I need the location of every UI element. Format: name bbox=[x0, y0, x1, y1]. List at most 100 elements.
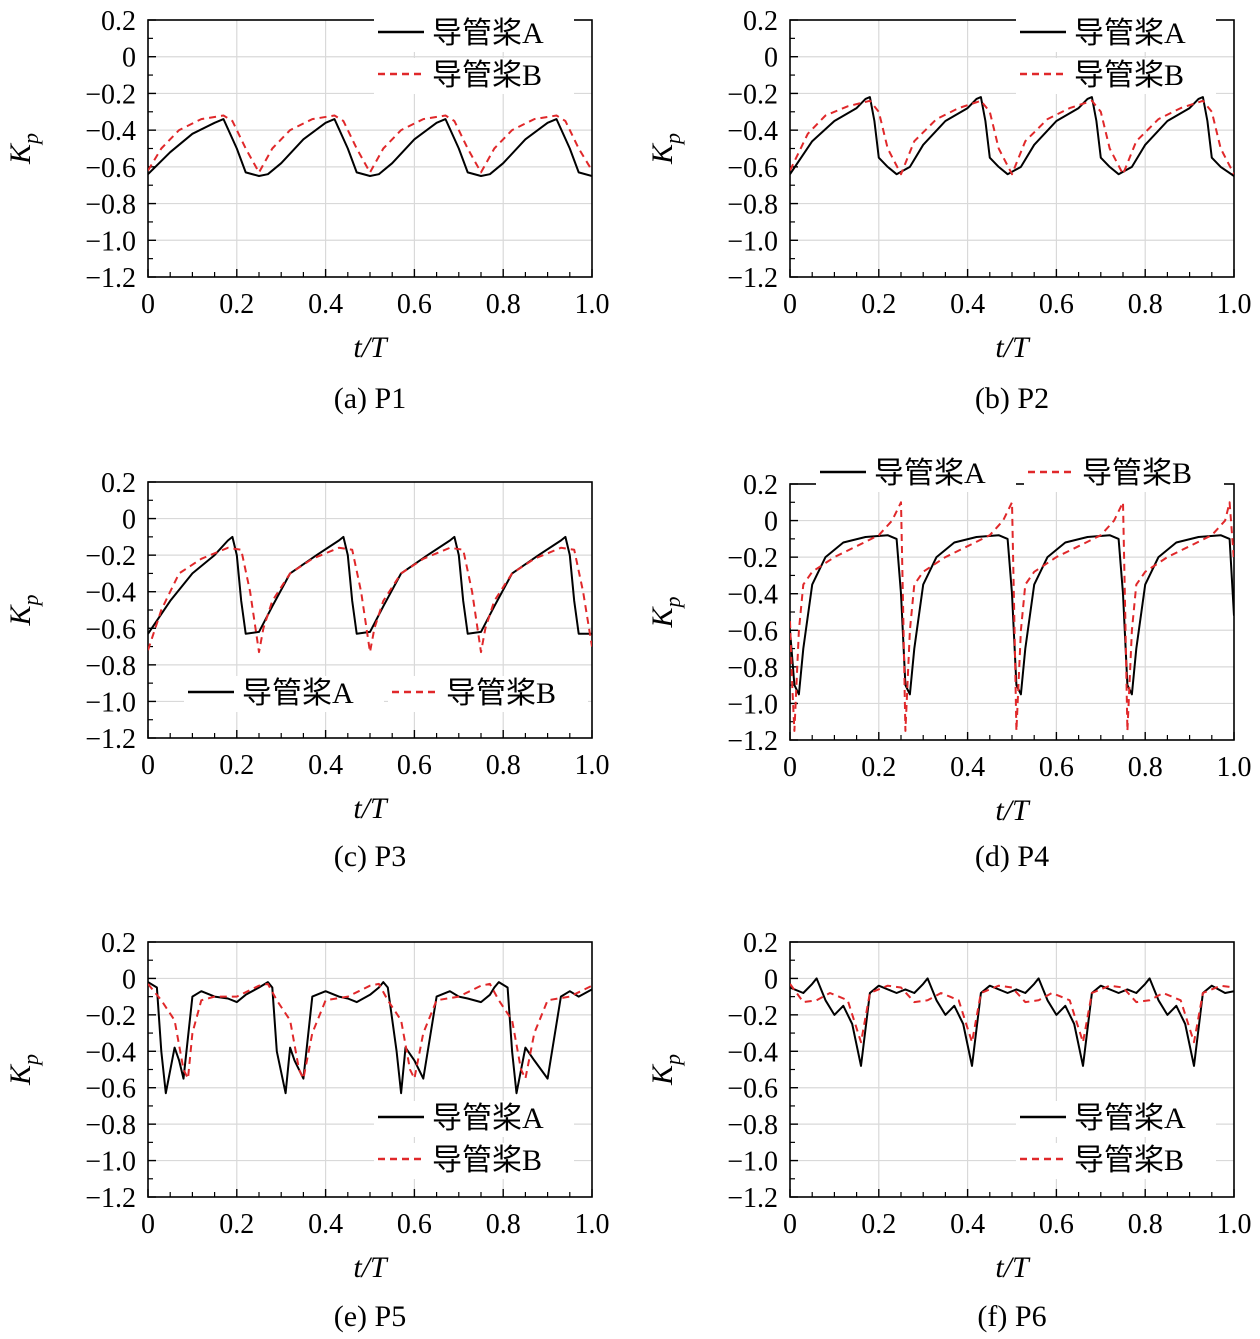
legend-background bbox=[1016, 58, 1216, 94]
y-axis-label: Kp bbox=[646, 596, 685, 628]
y-tick-label: −0.4 bbox=[85, 116, 136, 147]
y-tick-label: −0.6 bbox=[85, 614, 136, 645]
x-tick-label: 0.2 bbox=[861, 1209, 896, 1240]
legend: 导管桨A 导管桨B bbox=[816, 456, 1224, 492]
y-tick-label: −1.2 bbox=[85, 263, 136, 294]
x-axis-label: t/T bbox=[353, 792, 389, 825]
legend-background bbox=[374, 1101, 574, 1137]
chart-panel-2: 0 0.2 0.4 0.6 0.8 1.0 0.2 0 −0.2 −0.4 −0.6 −0.8 −1.0… bbox=[646, 6, 1252, 415]
y-tick-label: −1.0 bbox=[85, 226, 136, 257]
series-line-b bbox=[790, 99, 1234, 176]
x-axis-label: t/T bbox=[995, 331, 1031, 364]
y-tick-label: −1.2 bbox=[85, 724, 136, 755]
series-line-a bbox=[790, 534, 1234, 696]
y-tick-label: −0.4 bbox=[727, 1037, 778, 1068]
x-tick-label: 0.4 bbox=[950, 289, 985, 320]
legend-background bbox=[1016, 1101, 1216, 1137]
legend-background bbox=[184, 676, 384, 712]
legend-label: 导管桨A bbox=[874, 457, 986, 490]
x-axis-label: t/T bbox=[353, 331, 389, 364]
y-tick-label: −1.0 bbox=[727, 689, 778, 720]
y-tick-label: −1.0 bbox=[85, 1147, 136, 1178]
y-tick-label: 0 bbox=[764, 964, 778, 995]
y-tick-label: −0.8 bbox=[727, 190, 778, 221]
x-tick-label: 0.4 bbox=[308, 1209, 343, 1240]
y-tick-label: −1.2 bbox=[727, 726, 778, 757]
chart-panel-4: 0 0.2 0.4 0.6 0.8 1.0 0.2 0 −0.2 −0.4 −0.6 −0.8 −1.0… bbox=[646, 456, 1252, 873]
x-tick-label: 0.4 bbox=[950, 1209, 985, 1240]
x-tick-label: 0.6 bbox=[397, 1209, 432, 1240]
panel-caption: (c) P3 bbox=[334, 840, 406, 873]
y-axis-label: Kp bbox=[4, 133, 43, 165]
legend-label: 导管桨A bbox=[432, 17, 544, 50]
y-axis-label: Kp bbox=[646, 133, 685, 165]
y-tick-label: 0 bbox=[764, 43, 778, 74]
x-tick-label: 0 bbox=[141, 1209, 155, 1240]
y-tick-label: −0.8 bbox=[85, 1110, 136, 1141]
y-tick-label: 0 bbox=[122, 43, 136, 74]
legend: 导管桨A 导管桨B bbox=[374, 16, 574, 94]
series-line-b bbox=[790, 983, 1234, 1044]
legend: 导管桨A 导管桨B bbox=[1016, 1101, 1216, 1179]
y-tick-label: −0.8 bbox=[727, 1110, 778, 1141]
x-tick-label: 1.0 bbox=[1217, 289, 1252, 320]
legend-label: 导管桨A bbox=[242, 677, 354, 710]
x-tick-label: 0.6 bbox=[1039, 1209, 1074, 1240]
legend-background bbox=[388, 676, 588, 712]
legend-label: 导管桨A bbox=[432, 1102, 544, 1135]
legend-background bbox=[374, 1143, 574, 1179]
x-tick-label: 0.8 bbox=[1128, 289, 1163, 320]
x-tick-label: 0.6 bbox=[397, 750, 432, 781]
y-tick-label: −1.0 bbox=[727, 226, 778, 257]
y-tick-label: −0.8 bbox=[727, 653, 778, 684]
y-tick-label: −1.2 bbox=[727, 263, 778, 294]
y-tick-label: −1.0 bbox=[85, 687, 136, 718]
chart-panel-3: 0 0.2 0.4 0.6 0.8 1.0 0.2 0 −0.2 −0.4 −0.6 −0.8 −1.0… bbox=[4, 468, 610, 873]
y-tick-label: −0.8 bbox=[85, 190, 136, 221]
y-tick-label: −0.6 bbox=[85, 153, 136, 184]
x-tick-label: 1.0 bbox=[1217, 1209, 1252, 1240]
y-tick-label: −0.4 bbox=[727, 580, 778, 611]
y-axis-label: Kp bbox=[4, 594, 43, 626]
y-tick-label: −0.4 bbox=[85, 1037, 136, 1068]
series-line-b bbox=[148, 114, 592, 174]
y-tick-label: −0.6 bbox=[727, 616, 778, 647]
legend-label: 导管桨B bbox=[1074, 59, 1184, 92]
x-tick-label: 1.0 bbox=[1217, 752, 1252, 783]
y-tick-label: 0 bbox=[122, 505, 136, 536]
legend-background bbox=[374, 58, 574, 94]
panel-caption: (f) P6 bbox=[977, 1300, 1046, 1333]
y-tick-label: −1.0 bbox=[727, 1147, 778, 1178]
series-line-b bbox=[148, 982, 592, 1080]
legend-label: 导管桨A bbox=[1074, 1102, 1186, 1135]
y-tick-label: −0.2 bbox=[85, 1001, 136, 1032]
x-axis-label: t/T bbox=[995, 794, 1031, 827]
y-tick-label: 0.2 bbox=[101, 468, 136, 499]
x-tick-label: 0.8 bbox=[486, 1209, 521, 1240]
panel-caption: (a) P1 bbox=[334, 382, 406, 415]
series-line-a bbox=[148, 118, 592, 177]
chart-panel-1: 0 0.2 0.4 0.6 0.8 1.0 0.2 0 −0.2 −0.4 −0.6 −0.8 −1.0… bbox=[4, 6, 610, 415]
x-tick-label: 0 bbox=[783, 752, 797, 783]
x-tick-label: 0 bbox=[783, 289, 797, 320]
x-tick-label: 0.8 bbox=[486, 289, 521, 320]
x-tick-label: 0.8 bbox=[1128, 1209, 1163, 1240]
y-tick-label: −0.4 bbox=[85, 578, 136, 609]
y-tick-label: −1.2 bbox=[727, 1183, 778, 1214]
legend-label: 导管桨B bbox=[1082, 457, 1192, 490]
panel-caption: (e) P5 bbox=[334, 1300, 406, 1333]
x-tick-label: 1.0 bbox=[575, 289, 610, 320]
x-tick-label: 0.8 bbox=[486, 750, 521, 781]
y-tick-label: 0.2 bbox=[743, 928, 778, 959]
y-tick-label: −0.2 bbox=[85, 79, 136, 110]
x-tick-label: 0.2 bbox=[219, 750, 254, 781]
x-tick-label: 0.6 bbox=[397, 289, 432, 320]
x-tick-label: 0.2 bbox=[861, 752, 896, 783]
y-tick-label: −0.4 bbox=[727, 116, 778, 147]
y-tick-label: −1.2 bbox=[85, 1183, 136, 1214]
series-line-b bbox=[148, 546, 592, 654]
x-tick-label: 0.4 bbox=[308, 750, 343, 781]
legend-background bbox=[1024, 456, 1224, 492]
x-tick-label: 1.0 bbox=[575, 1209, 610, 1240]
